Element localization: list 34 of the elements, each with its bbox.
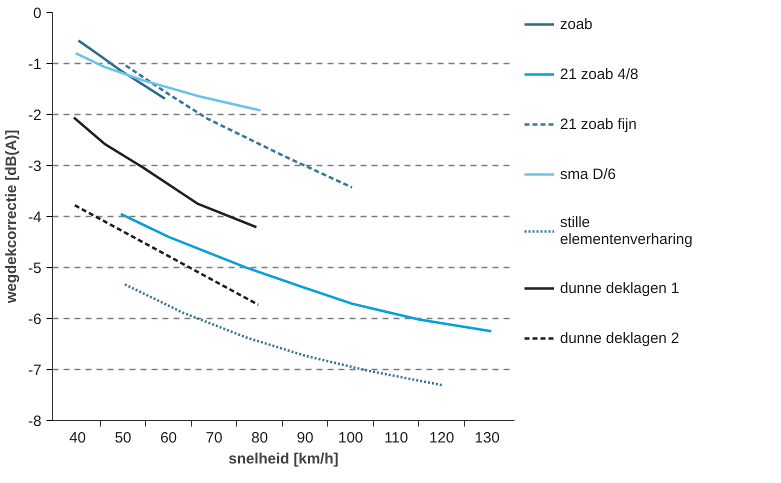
y-tick-label: -6 xyxy=(28,311,42,328)
legend-label: stille elementenverharing xyxy=(560,214,693,248)
line-series xyxy=(120,212,493,332)
x-tick-label: 40 xyxy=(69,430,86,446)
y-tick-label: -5 xyxy=(28,260,42,277)
x-tick-label: 80 xyxy=(251,430,268,446)
legend-label: dunne deklagen 1 xyxy=(560,280,680,296)
x-tick-label: 60 xyxy=(160,430,177,446)
line-series xyxy=(77,39,166,100)
x-tick-label: 50 xyxy=(114,430,132,446)
x-tick-label: 90 xyxy=(296,430,314,446)
y-tick-label: -1 xyxy=(28,56,42,73)
y-tick-label: -3 xyxy=(28,158,42,175)
y-tick-label: -8 xyxy=(28,413,42,430)
legend-label: 21 zoab 4/8 xyxy=(560,66,638,82)
legend-label: zoab xyxy=(560,16,593,32)
x-tick-label: 130 xyxy=(474,430,500,446)
y-tick-label: -2 xyxy=(28,107,42,124)
line-series xyxy=(124,283,444,387)
x-tick-label: 100 xyxy=(338,430,364,446)
legend-label: sma D/6 xyxy=(560,166,616,182)
x-axis-title: snelheid [km/h] xyxy=(228,450,339,468)
line-series xyxy=(74,52,262,112)
line-series xyxy=(124,64,354,189)
x-tick-label: 110 xyxy=(384,430,408,446)
x-tick-label: 120 xyxy=(429,430,454,446)
y-tick-label: -4 xyxy=(28,209,42,226)
y-tick-label: -7 xyxy=(28,362,42,379)
line-series xyxy=(72,116,258,228)
y-axis-title: wegdekcorrectie [dB(A)] xyxy=(3,130,20,304)
legend-label: 21 zoab fijn xyxy=(560,116,637,132)
legend-label: dunne deklagen 2 xyxy=(560,330,680,346)
y-tick-label: 0 xyxy=(33,5,42,22)
x-tick-label: 70 xyxy=(206,430,222,446)
